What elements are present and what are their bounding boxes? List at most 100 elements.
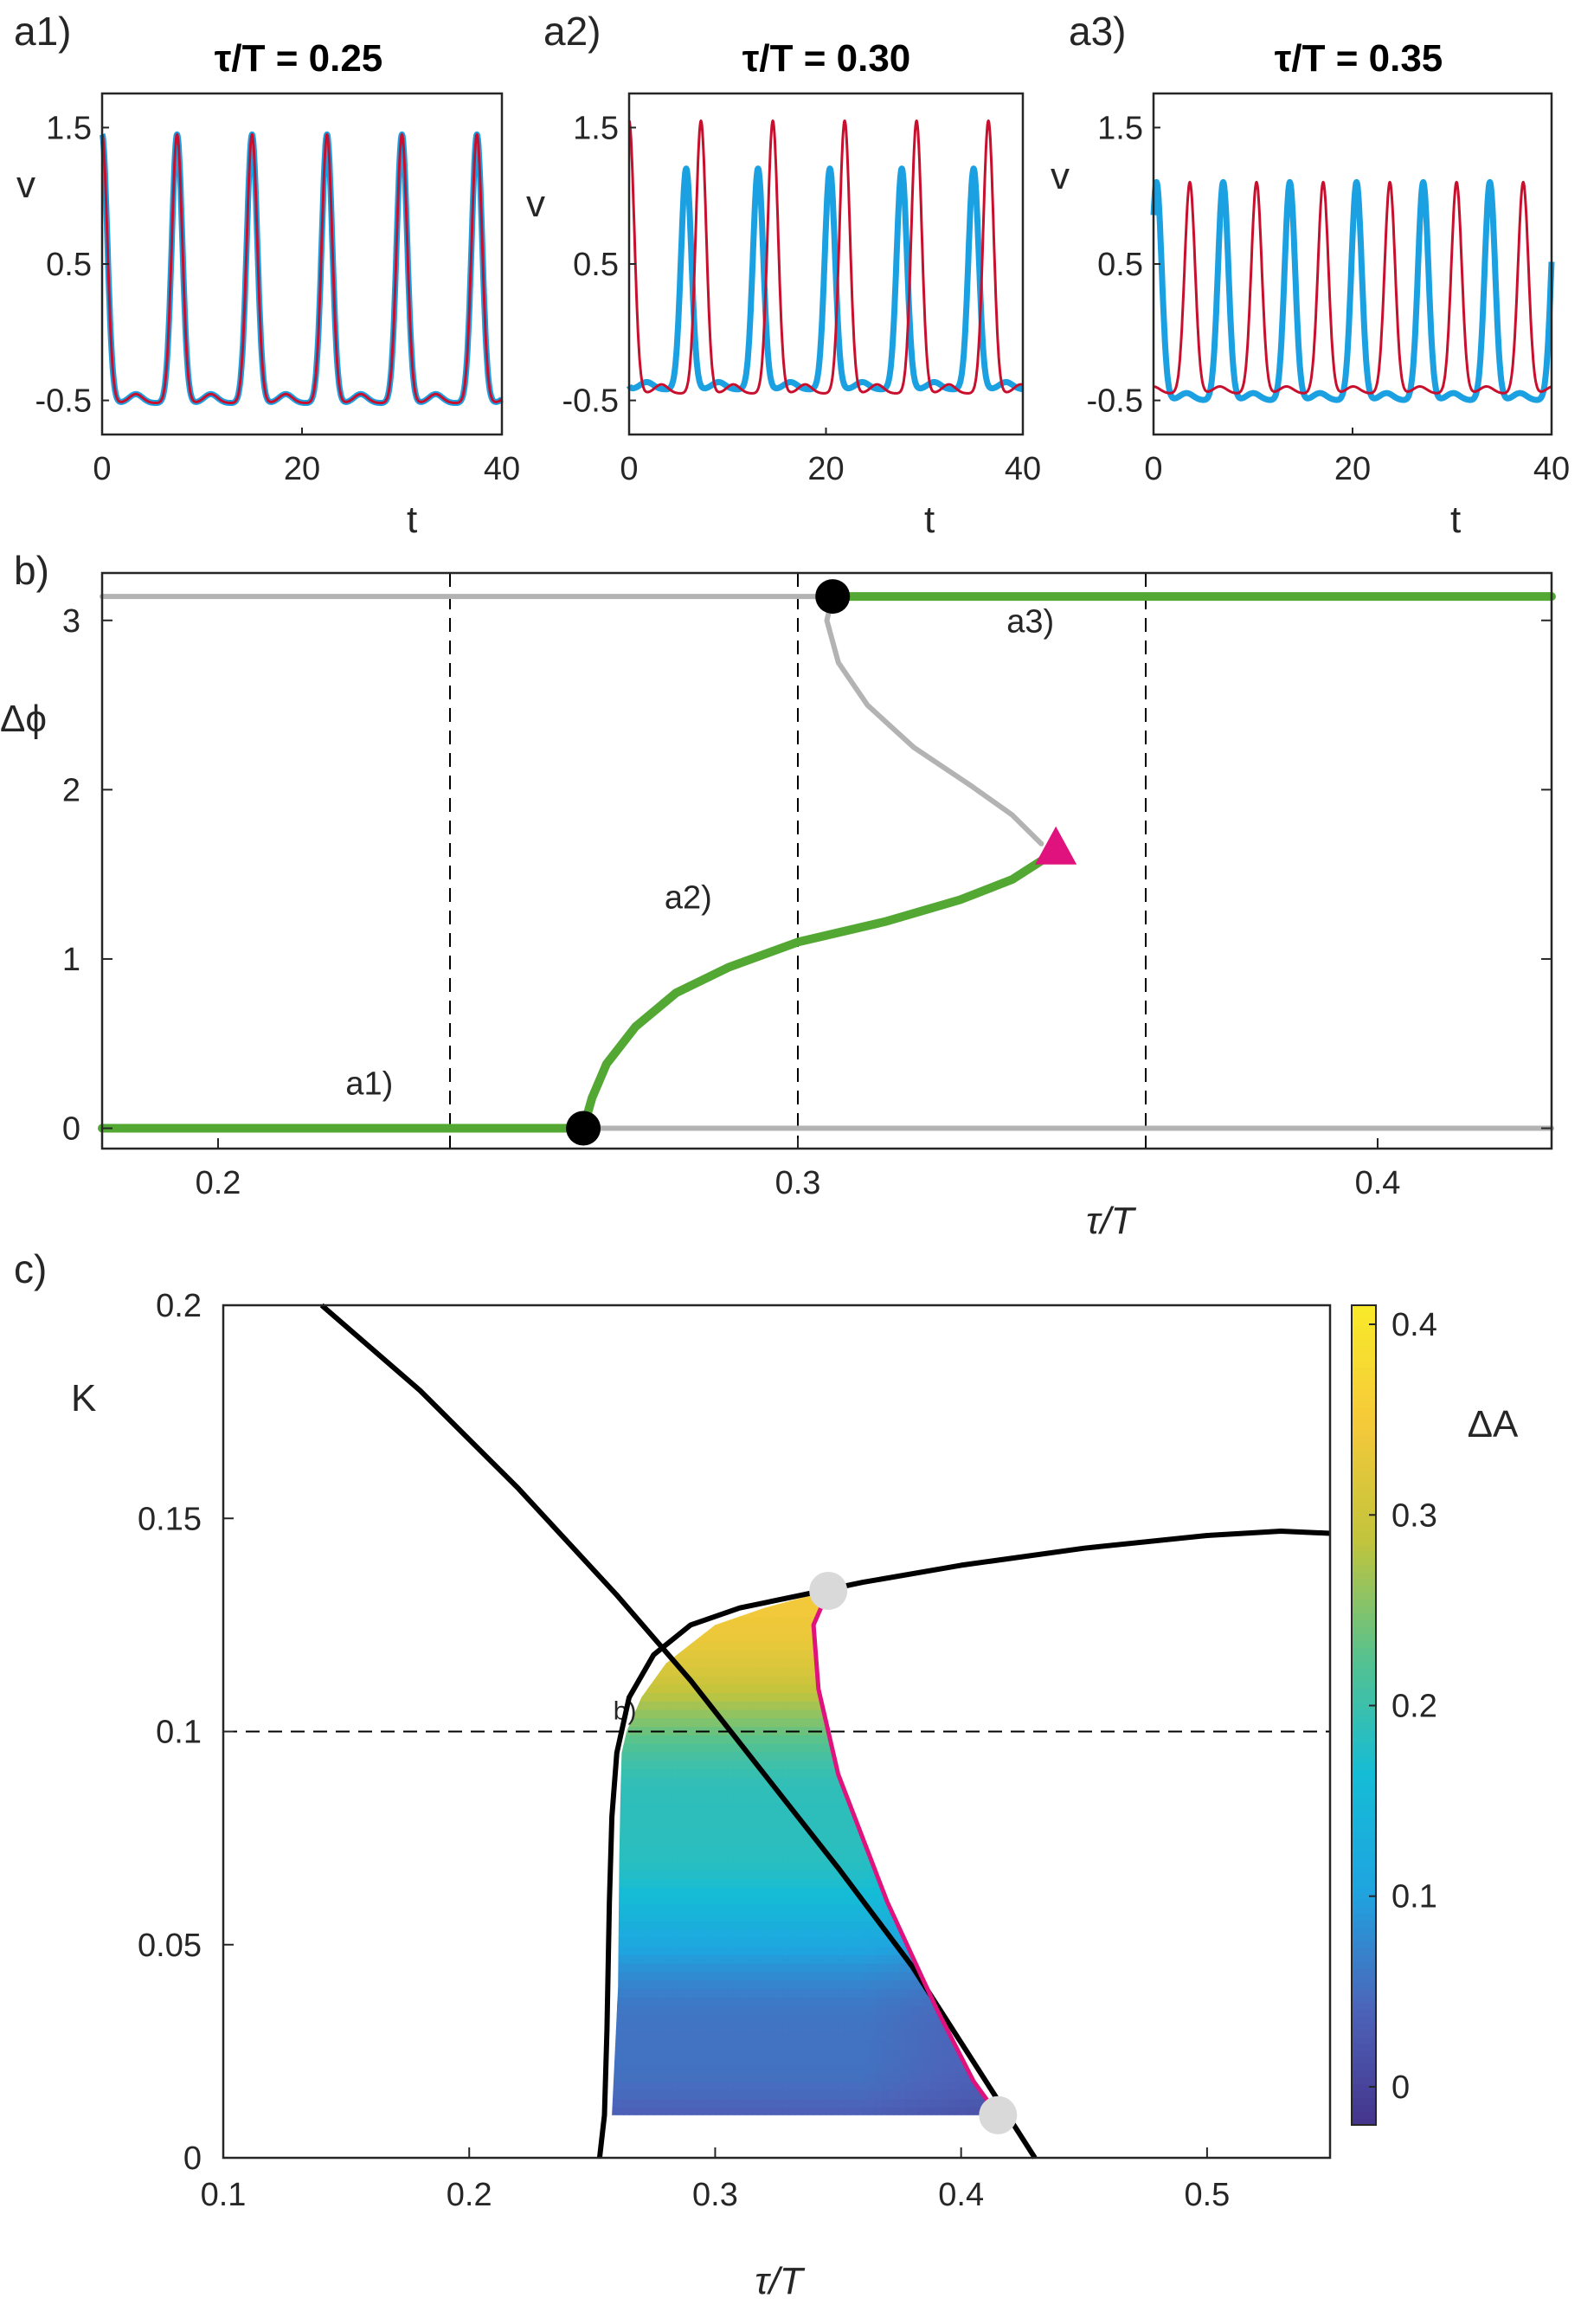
heatmap-cell bbox=[776, 1768, 784, 1778]
heatmap-cell bbox=[752, 2047, 759, 2057]
heatmap-cell bbox=[911, 2064, 919, 2074]
heatmap-cell bbox=[807, 1641, 814, 1651]
heatmap-cell bbox=[869, 1751, 876, 1761]
heatmap-cell bbox=[986, 1819, 993, 1829]
heatmap-cell bbox=[844, 2073, 852, 2083]
heatmap-cell bbox=[911, 2098, 919, 2108]
heatmap-cell bbox=[1004, 1819, 1011, 1829]
heatmap-cell bbox=[899, 1861, 907, 1871]
heatmap-cell bbox=[942, 2089, 950, 2100]
heatmap-cell bbox=[838, 1641, 845, 1651]
heatmap-cell bbox=[629, 2081, 636, 2091]
heatmap-cell bbox=[612, 1650, 618, 1659]
heatmap-cell bbox=[819, 1962, 827, 1973]
heatmap-cell bbox=[746, 1768, 753, 1778]
heatmap-cell bbox=[924, 1683, 931, 1693]
heatmap-cell bbox=[881, 1937, 889, 1947]
heatmap-cell bbox=[992, 1776, 999, 1786]
heatmap-cell bbox=[672, 1717, 679, 1728]
heatmap-cell bbox=[709, 1997, 717, 2006]
heatmap-cell bbox=[746, 1802, 753, 1812]
heatmap-cell bbox=[961, 1946, 968, 1955]
heatmap-cell bbox=[998, 1760, 1005, 1769]
heatmap-cell bbox=[782, 1735, 790, 1744]
heatmap-cell bbox=[703, 1980, 710, 1990]
heatmap-cell bbox=[980, 1650, 987, 1659]
heatmap-cell bbox=[697, 2038, 704, 2049]
heatmap-cell bbox=[893, 1616, 901, 1626]
heatmap-cell bbox=[672, 1768, 679, 1778]
heatmap-cell bbox=[844, 1928, 852, 1939]
heatmap-cell bbox=[930, 1878, 937, 1888]
heatmap-cell bbox=[961, 1709, 968, 1719]
colorbar-segment bbox=[1352, 1339, 1376, 1348]
heatmap-cell bbox=[782, 1997, 790, 2006]
heatmap-cell bbox=[770, 2022, 778, 2031]
heatmap-cell bbox=[776, 2081, 784, 2091]
heatmap-cell bbox=[844, 1607, 852, 1617]
heatmap-cell bbox=[788, 1616, 796, 1626]
heatmap-cell bbox=[942, 1988, 950, 1998]
heatmap-cell bbox=[770, 1632, 778, 1643]
heatmap-cell bbox=[887, 1683, 895, 1693]
heatmap-cell bbox=[727, 2064, 735, 2074]
heatmap-cell bbox=[684, 2115, 691, 2125]
heatmap-cell bbox=[973, 1591, 980, 1592]
heatmap-cell bbox=[800, 1921, 808, 1930]
heatmap-cell bbox=[788, 1768, 796, 1778]
heatmap-cell bbox=[697, 1861, 704, 1871]
heatmap-cell bbox=[641, 1946, 649, 1955]
heatmap-cell bbox=[826, 1887, 833, 1896]
heatmap-cell bbox=[721, 1692, 729, 1702]
heatmap-cell bbox=[899, 1760, 907, 1769]
heatmap-cell bbox=[917, 1709, 925, 1719]
heatmap-cell bbox=[838, 1971, 845, 1981]
heatmap-cell bbox=[653, 1912, 661, 1922]
heatmap-cell bbox=[721, 1997, 729, 2006]
heatmap-cell bbox=[647, 1997, 655, 2006]
heatmap-cell bbox=[647, 1962, 655, 1973]
heatmap-cell bbox=[819, 1988, 827, 1998]
heatmap-cell bbox=[764, 1844, 772, 1854]
heatmap-cell bbox=[647, 1776, 655, 1786]
heatmap-cell bbox=[1004, 1896, 1011, 1905]
heatmap-cell bbox=[758, 2089, 766, 2100]
heatmap-cell bbox=[826, 1954, 833, 1964]
heatmap-cell bbox=[709, 1675, 717, 1685]
heatmap-cell bbox=[684, 1692, 691, 1702]
heatmap-cell bbox=[856, 1700, 864, 1710]
heatmap-cell bbox=[752, 1607, 759, 1617]
heatmap-cell bbox=[691, 2047, 697, 2057]
y-tick-label: 0.15 bbox=[138, 1501, 202, 1537]
heatmap-cell bbox=[764, 2073, 772, 2083]
heatmap-cell bbox=[954, 2073, 962, 2083]
heatmap-cell bbox=[715, 1785, 723, 1795]
heatmap-cell bbox=[709, 2031, 717, 2040]
heatmap-cell bbox=[616, 1878, 624, 1888]
heatmap-cell bbox=[924, 1836, 931, 1845]
heatmap-cell bbox=[875, 1776, 883, 1786]
heatmap-cell bbox=[739, 2031, 747, 2040]
heatmap-cell bbox=[770, 1675, 778, 1685]
heatmap-cell bbox=[961, 2013, 968, 2024]
heatmap-cell bbox=[899, 1768, 907, 1778]
heatmap-cell bbox=[629, 1887, 636, 1896]
heatmap-cell bbox=[980, 1997, 987, 2006]
heatmap-cell bbox=[678, 1692, 685, 1702]
heatmap-cell bbox=[832, 2064, 839, 2074]
heatmap-cell bbox=[887, 1811, 895, 1820]
heatmap-cell bbox=[721, 1946, 729, 1955]
heatmap-cell bbox=[616, 2073, 624, 2083]
heatmap-cell bbox=[899, 1641, 907, 1651]
heatmap-cell bbox=[980, 1625, 987, 1634]
heatmap-cell bbox=[622, 2056, 630, 2065]
heatmap-cell bbox=[794, 1937, 802, 1947]
heatmap-cell bbox=[850, 1742, 858, 1753]
heatmap-cell bbox=[715, 1954, 723, 1964]
heatmap-cell bbox=[709, 1768, 717, 1778]
heatmap-cell bbox=[869, 1650, 876, 1659]
heatmap-cell bbox=[715, 2089, 723, 2100]
heatmap-cell bbox=[973, 2031, 980, 2040]
heatmap-cell bbox=[612, 1616, 618, 1626]
heatmap-cell bbox=[647, 2089, 655, 2100]
